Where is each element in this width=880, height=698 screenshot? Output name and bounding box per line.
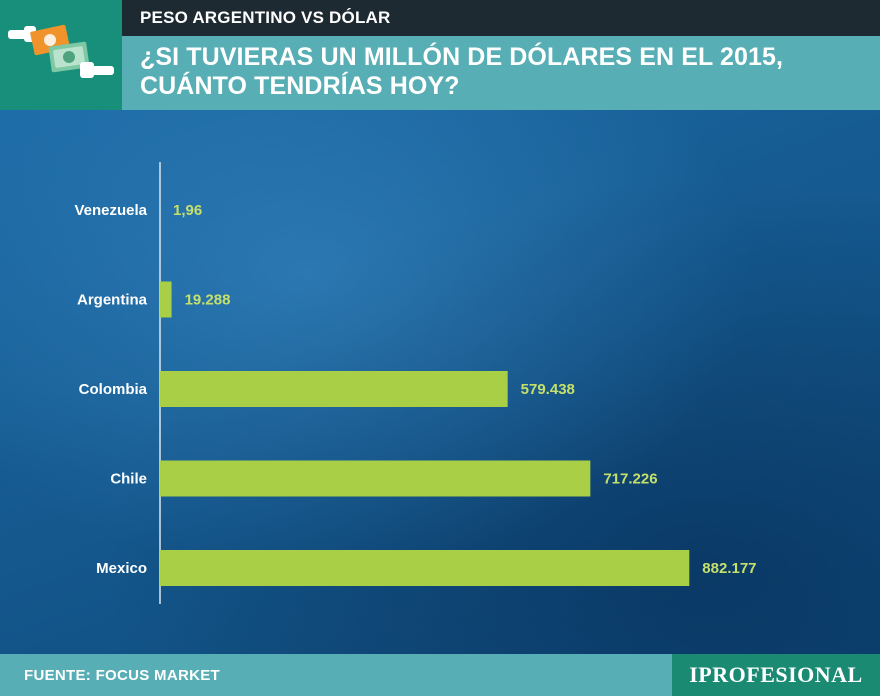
category-label-colombia: Colombia (79, 381, 148, 398)
value-label-chile: 717.226 (603, 471, 657, 488)
chart-title-line-2: CUÁNTO TENDRÍAS HOY? (140, 72, 460, 100)
chart-title-line-1: ¿SI TUVIERAS UN MILLÓN DE DÓLARES EN EL … (140, 43, 784, 71)
value-label-argentina: 19.288 (185, 292, 231, 309)
category-label-venezuela: Venezuela (74, 202, 147, 219)
bar-chart: Venezuela 1,96 Argentina 19.288 Colombia 579.… (74, 162, 757, 604)
bar-argentina (160, 281, 172, 318)
chart-area: Venezuela 1,96 Argentina 19.288 Colombia 579.… (0, 110, 880, 654)
brand-box: IPROFESIONAL (672, 654, 880, 696)
brand-logo-text: IPROFESIONAL (689, 662, 863, 687)
category-label-mexico: Mexico (96, 560, 147, 577)
bar-colombia (160, 371, 508, 407)
value-label-colombia: 579.438 (521, 381, 575, 398)
category-label-argentina: Argentina (77, 292, 148, 309)
bar-chile (160, 460, 591, 497)
chart-title: ¿SI TUVIERAS UN MILLÓN DE DÓLARES EN EL … (140, 43, 860, 101)
value-label-mexico: 882.177 (702, 560, 756, 577)
kicker: PESO ARGENTINO VS DÓLAR (122, 0, 880, 36)
source-text: FUENTE: FOCUS MARKET (24, 667, 220, 684)
title-band: ¿SI TUVIERAS UN MILLÓN DE DÓLARES EN EL … (122, 36, 880, 110)
bar-mexico (160, 550, 690, 586)
logo-box (0, 0, 122, 110)
footer: FUENTE: FOCUS MARKET IPROFESIONAL (0, 654, 880, 696)
category-label-chile: Chile (110, 471, 147, 488)
header: PESO ARGENTINO VS DÓLAR ¿SI TUVIERAS UN … (0, 0, 880, 110)
value-label-venezuela: 1,96 (173, 202, 202, 219)
money-exchange-hands-icon (8, 24, 114, 78)
